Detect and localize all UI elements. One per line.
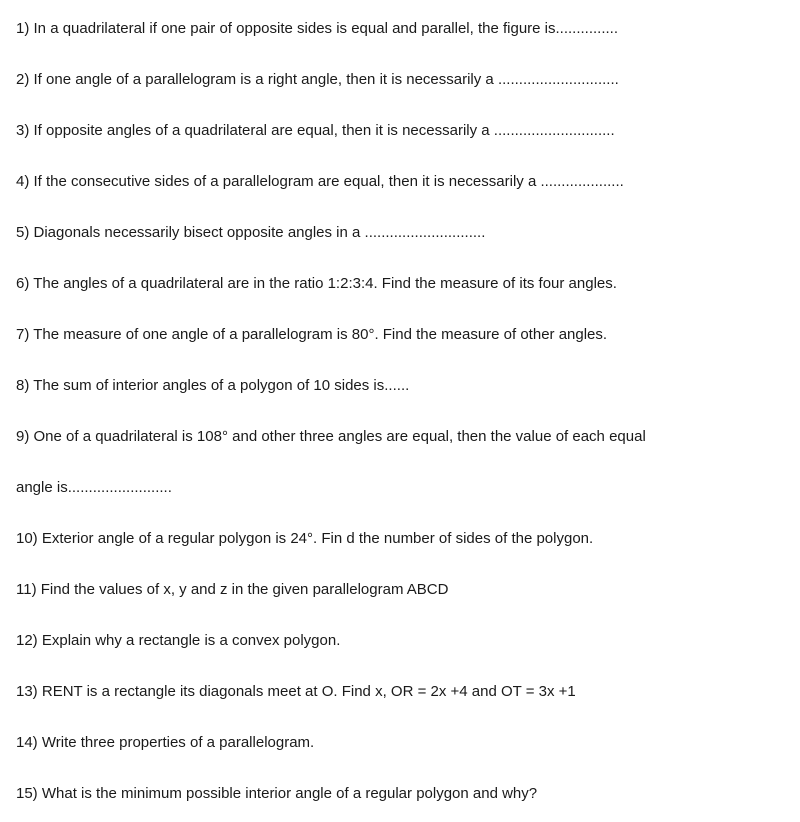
question-item: 11) Find the values of x, y and z in the…: [16, 579, 784, 600]
question-item: 4) If the consecutive sides of a paralle…: [16, 171, 784, 192]
question-text: The sum of interior angles of a polygon …: [29, 377, 409, 394]
question-text: What is the minimum possible interior an…: [38, 785, 537, 802]
question-number: 7): [16, 326, 29, 343]
question-text: Diagonals necessarily bisect opposite an…: [29, 224, 485, 241]
question-number: 15): [16, 785, 38, 802]
question-text: If one angle of a parallelogram is a rig…: [29, 71, 618, 88]
question-text: The angles of a quadrilateral are in the…: [29, 275, 617, 292]
question-item: 6) The angles of a quadrilateral are in …: [16, 273, 784, 294]
question-text: Find the values of x, y and z in the giv…: [37, 581, 449, 598]
question-item: 1) In a quadrilateral if one pair of opp…: [16, 18, 784, 39]
question-text: One of a quadrilateral is 108° and other…: [29, 428, 645, 445]
question-text: Exterior angle of a regular polygon is 2…: [38, 530, 594, 547]
question-item: 10) Exterior angle of a regular polygon …: [16, 528, 784, 549]
question-number: 2): [16, 71, 29, 88]
question-text: If opposite angles of a quadrilateral ar…: [29, 122, 614, 139]
question-number: 11): [16, 581, 37, 598]
question-text: If the consecutive sides of a parallelog…: [29, 173, 623, 190]
question-number: 1): [16, 20, 29, 37]
question-number: 10): [16, 530, 38, 547]
question-item: 8) The sum of interior angles of a polyg…: [16, 375, 784, 396]
question-text: angle is.........................: [16, 479, 172, 496]
question-text: In a quadrilateral if one pair of opposi…: [29, 20, 618, 37]
question-text: The measure of one angle of a parallelog…: [29, 326, 607, 343]
question-number: 4): [16, 173, 29, 190]
question-item: angle is.........................: [16, 477, 784, 498]
question-item: 9) One of a quadrilateral is 108° and ot…: [16, 426, 784, 447]
question-text: Explain why a rectangle is a convex poly…: [38, 632, 341, 649]
question-number: 13): [16, 683, 38, 700]
question-number: 9): [16, 428, 29, 445]
question-number: 6): [16, 275, 29, 292]
question-item: 15) What is the minimum possible interio…: [16, 783, 784, 804]
question-item: 3) If opposite angles of a quadrilateral…: [16, 120, 784, 141]
question-item: 5) Diagonals necessarily bisect opposite…: [16, 222, 784, 243]
question-item: 14) Write three properties of a parallel…: [16, 732, 784, 753]
question-number: 8): [16, 377, 29, 394]
question-number: 5): [16, 224, 29, 241]
question-item: 7) The measure of one angle of a paralle…: [16, 324, 784, 345]
question-item: 13) RENT is a rectangle its diagonals me…: [16, 681, 784, 702]
question-item: 2) If one angle of a parallelogram is a …: [16, 69, 784, 90]
question-number: 12): [16, 632, 38, 649]
question-number: 3): [16, 122, 29, 139]
question-text: RENT is a rectangle its diagonals meet a…: [38, 683, 576, 700]
question-text: Write three properties of a parallelogra…: [38, 734, 315, 751]
question-number: 14): [16, 734, 38, 751]
question-item: 12) Explain why a rectangle is a convex …: [16, 630, 784, 651]
question-list: 1) In a quadrilateral if one pair of opp…: [16, 18, 784, 804]
